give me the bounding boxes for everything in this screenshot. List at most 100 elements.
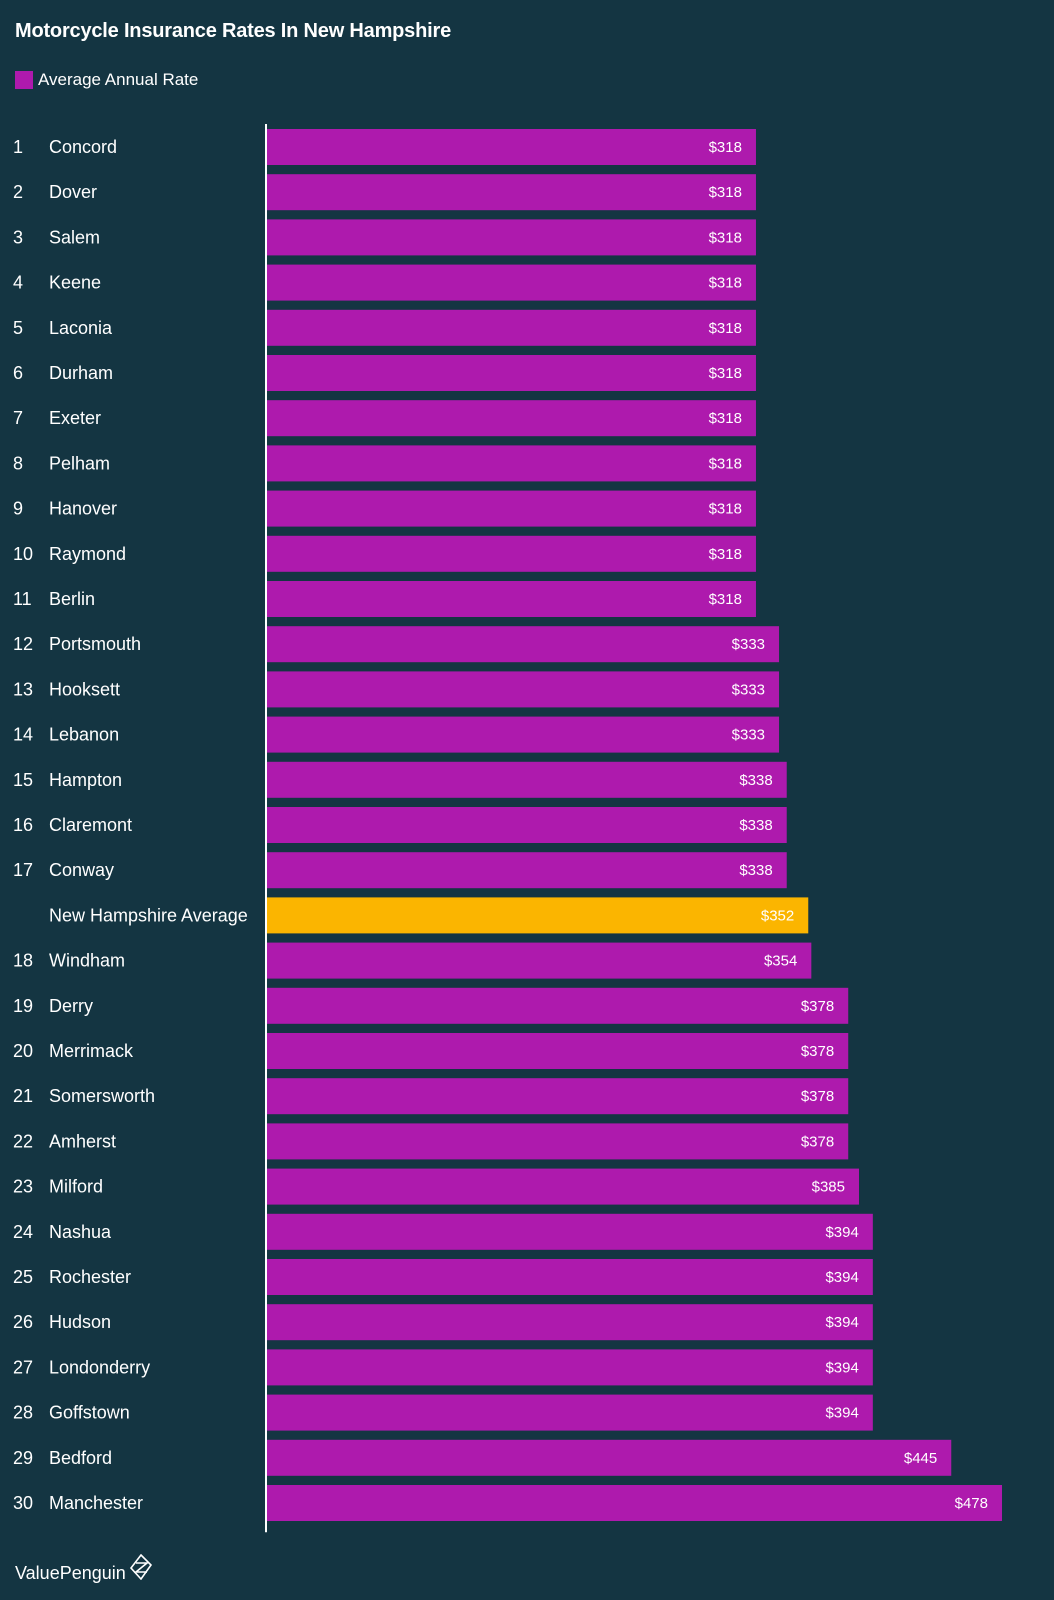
data-label: $378	[801, 1133, 834, 1150]
bar-nashua	[267, 1213, 873, 1250]
data-label: $338	[739, 862, 772, 879]
rank-label: 1	[13, 137, 23, 157]
legend: Average Annual Rate	[15, 70, 198, 90]
data-label: $318	[709, 275, 742, 292]
category-label: Amherst	[49, 1131, 116, 1151]
data-label: $318	[709, 320, 742, 337]
category-label: Dover	[49, 182, 97, 202]
category-label: Lebanon	[49, 725, 119, 745]
bar-derry	[267, 987, 849, 1024]
bar-windham	[267, 942, 812, 979]
category-label: Pelham	[49, 453, 110, 473]
rank-label: 4	[13, 273, 23, 293]
data-label: $338	[739, 817, 772, 834]
bar-keene	[267, 264, 756, 301]
data-label: $318	[709, 410, 742, 427]
legend-swatch	[15, 71, 33, 89]
rank-label: 6	[13, 363, 23, 383]
rank-label: 12	[13, 634, 33, 654]
category-label: Merrimack	[49, 1041, 134, 1061]
bar-state-average	[267, 897, 809, 934]
rank-label: 3	[13, 227, 23, 247]
rank-label: 20	[13, 1041, 33, 1061]
rank-label: 23	[13, 1177, 33, 1197]
data-label: $394	[825, 1224, 858, 1241]
category-label: Somersworth	[49, 1086, 155, 1106]
bar-raymond	[267, 535, 756, 572]
bar-portsmouth	[267, 626, 780, 663]
bar-laconia	[267, 309, 756, 346]
rank-label: 18	[13, 951, 33, 971]
category-label: Keene	[49, 273, 101, 293]
bar-bedford	[267, 1439, 952, 1476]
bar-lebanon	[267, 716, 780, 753]
data-label: $394	[825, 1269, 858, 1286]
rank-label: 25	[13, 1267, 33, 1287]
rank-label: 9	[13, 499, 23, 519]
rank-label: 16	[13, 815, 33, 835]
category-label: Conway	[49, 860, 114, 880]
data-label: $338	[739, 772, 772, 789]
data-label: $445	[904, 1450, 937, 1467]
data-label: $478	[955, 1495, 988, 1512]
bar-dover	[267, 174, 756, 211]
rank-label: 22	[13, 1131, 33, 1151]
category-label: New Hampshire Average	[49, 905, 248, 925]
category-label: Portsmouth	[49, 634, 141, 654]
rank-label: 29	[13, 1448, 33, 1468]
data-label: $318	[709, 546, 742, 563]
category-label: Exeter	[49, 408, 101, 428]
category-label: Hanover	[49, 499, 117, 519]
bar-claremont	[267, 807, 787, 843]
data-label: $333	[732, 681, 765, 698]
rank-label: 28	[13, 1403, 33, 1423]
rank-label: 15	[13, 770, 33, 790]
valuepenguin-logo-icon	[129, 1554, 152, 1580]
rank-label: 2	[13, 182, 23, 202]
bar-salem	[267, 219, 756, 256]
data-label: $333	[732, 636, 765, 653]
bar-milford	[267, 1168, 859, 1205]
rank-label: 11	[13, 589, 32, 609]
rank-label: 5	[13, 318, 23, 338]
category-label: Goffstown	[49, 1403, 130, 1423]
rank-label: 19	[13, 996, 33, 1016]
data-label: $318	[709, 501, 742, 518]
category-label: Laconia	[49, 318, 113, 338]
data-label: $318	[709, 184, 742, 201]
data-label: $394	[825, 1405, 858, 1422]
category-label: Hampton	[49, 770, 122, 790]
bar-pelham	[267, 445, 756, 482]
category-label: Raymond	[49, 544, 126, 564]
rank-label: 10	[13, 544, 33, 564]
category-label: Milford	[49, 1177, 103, 1197]
category-label: Windham	[49, 951, 125, 971]
data-label: $318	[709, 139, 742, 156]
data-label: $378	[801, 998, 834, 1015]
category-label: Rochester	[49, 1267, 131, 1287]
rank-label: 17	[13, 860, 33, 880]
bar-hampton	[267, 761, 787, 798]
category-label: Nashua	[49, 1222, 112, 1242]
data-label: $318	[709, 455, 742, 472]
bar-chart: 1 Concord $318 2 Dover $318 3 Salem $318 4 Keene $3…	[13, 124, 1002, 1533]
bar-conway	[267, 852, 787, 889]
bar-somersworth	[267, 1078, 849, 1115]
rank-label: 24	[13, 1222, 33, 1242]
bar-manchester	[267, 1485, 1002, 1521]
rank-label: 27	[13, 1357, 33, 1377]
rank-label: 21	[13, 1086, 33, 1106]
bar-rochester	[267, 1259, 873, 1295]
rank-label: 26	[13, 1312, 33, 1332]
bar-hanover	[267, 490, 756, 527]
category-label: Claremont	[49, 815, 132, 835]
bar-berlin	[267, 581, 756, 617]
data-label: $394	[825, 1359, 858, 1376]
data-label: $385	[812, 1179, 845, 1196]
bar-hudson	[267, 1304, 873, 1341]
rank-label: 13	[13, 679, 33, 699]
category-label: Hudson	[49, 1312, 111, 1332]
bar-concord	[267, 129, 756, 165]
category-label: Bedford	[49, 1448, 112, 1468]
data-label: $378	[801, 1088, 834, 1105]
